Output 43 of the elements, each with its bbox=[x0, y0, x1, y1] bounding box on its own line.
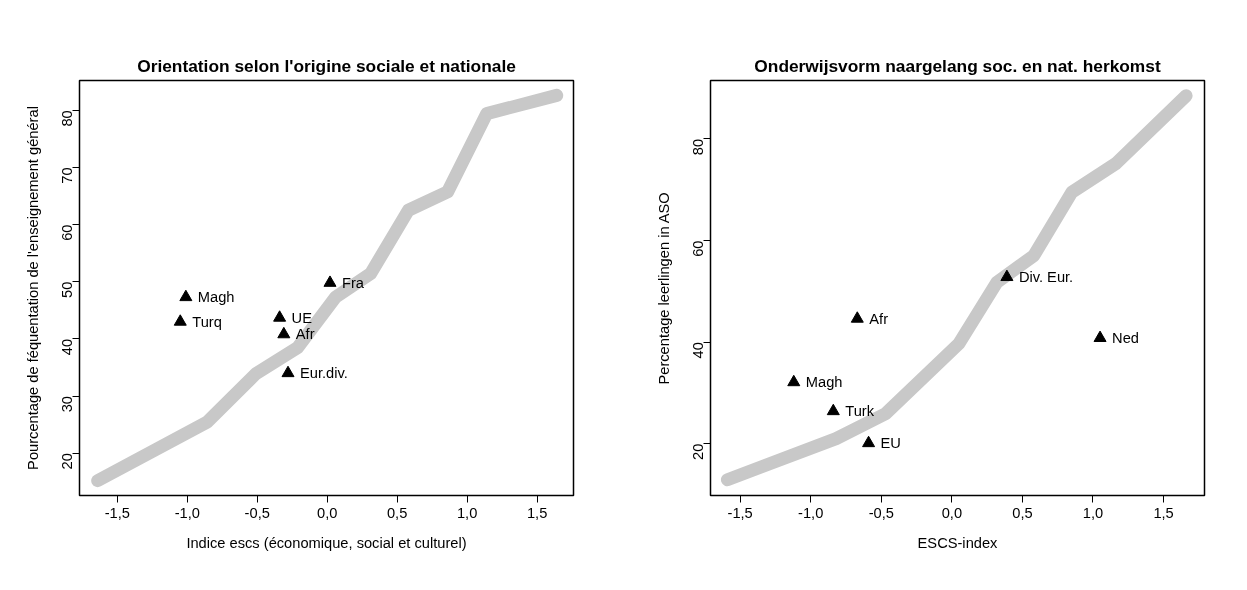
x-tick-label: 0,5 bbox=[386, 504, 408, 521]
annotation: Turq bbox=[192, 313, 222, 330]
y-tick-label: 70 bbox=[59, 167, 76, 184]
y-tick-label: 20 bbox=[690, 443, 707, 460]
y-tick-label: 30 bbox=[59, 396, 76, 413]
x-tick-label: 1,5 bbox=[1153, 504, 1174, 521]
annotation: Turk bbox=[845, 403, 875, 420]
x-tick-label: -1,0 bbox=[798, 504, 824, 521]
x-tick-label: -1,5 bbox=[104, 504, 130, 521]
y-tick-label: 60 bbox=[59, 224, 76, 241]
x-tick-label: -1,0 bbox=[174, 504, 200, 521]
annotation: Magh bbox=[805, 374, 843, 391]
x-axis-title: Indice escs (économique, social et culturel) bbox=[186, 534, 467, 551]
x-tick-label: 0,5 bbox=[1012, 504, 1033, 521]
y-tick-label: 40 bbox=[59, 338, 76, 356]
x-tick-label: -0,5 bbox=[868, 504, 894, 521]
x-tick-label: 1,0 bbox=[1082, 504, 1104, 521]
y-tick-label: 60 bbox=[690, 240, 707, 257]
y-tick-label: 50 bbox=[59, 281, 76, 299]
annotation: Afr bbox=[295, 326, 315, 343]
y-tick-label: 80 bbox=[59, 110, 76, 127]
y-tick-label: 40 bbox=[690, 342, 707, 359]
chart-title: Orientation selon l'origine sociale et nationale bbox=[137, 55, 517, 76]
annotation: Ned bbox=[1112, 330, 1139, 347]
x-tick-label: -1,5 bbox=[727, 504, 753, 521]
x-tick-label: 0,0 bbox=[941, 504, 963, 521]
x-axis-title: ESCS-index bbox=[917, 534, 999, 551]
y-axis-title: Percentage leerlingen in ASO bbox=[655, 192, 672, 385]
annotation: Afr bbox=[869, 310, 889, 327]
y-tick-label: 20 bbox=[59, 453, 76, 470]
annotation: Magh bbox=[197, 289, 235, 306]
annotation: EU bbox=[880, 435, 901, 452]
y-tick-label: 80 bbox=[690, 138, 707, 156]
x-tick-label: 1,5 bbox=[526, 504, 548, 521]
annotation: Fra bbox=[342, 274, 365, 291]
x-tick-label: -0,5 bbox=[244, 504, 270, 521]
annotation: Div. Eur. bbox=[1018, 269, 1074, 286]
x-tick-label: 1,0 bbox=[456, 504, 478, 521]
y-axis-title: Pourcentage de féquentation de l'enseignement général bbox=[24, 106, 41, 470]
annotation: Eur.div. bbox=[300, 365, 348, 382]
x-tick-label: 0,0 bbox=[317, 504, 338, 521]
chart-title: Onderwijsvorm naargelang soc. en nat. herkomst bbox=[754, 55, 1161, 76]
annotation: UE bbox=[291, 309, 313, 326]
